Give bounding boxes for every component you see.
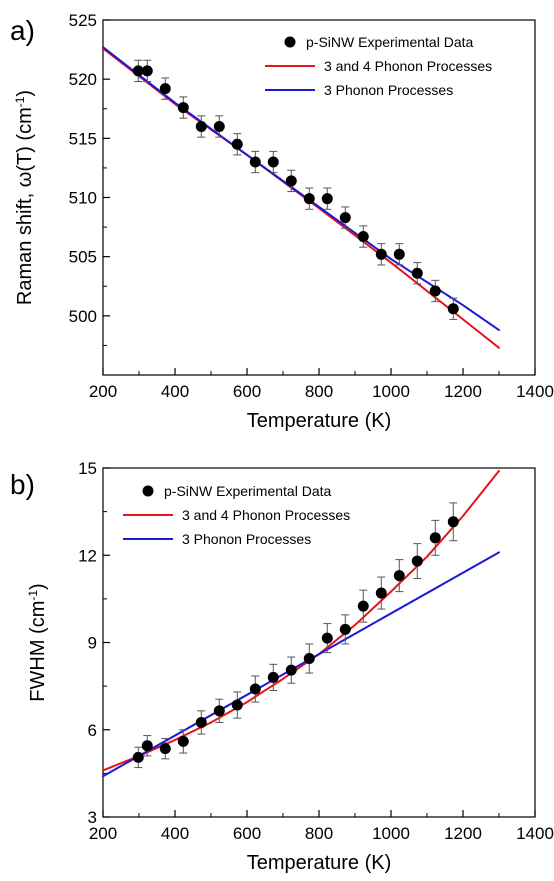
data-point — [159, 743, 171, 755]
panel-a-ticks: 200 400 600 800 1000 1200 1400 500 505 510 515 520 5… — [69, 11, 554, 401]
panel-a-y-axis-title-main: Raman shift, ω(T) (cm — [14, 107, 36, 305]
y-tick-label: 15 — [78, 459, 97, 478]
x-tick-label: 1400 — [516, 382, 554, 401]
data-point — [303, 652, 315, 664]
panel-b-y-axis-title-main: FWHM (cm — [27, 601, 49, 702]
panel-a-series — [102, 46, 500, 349]
data-point — [141, 65, 153, 77]
data-point — [357, 231, 369, 243]
data-point — [447, 516, 459, 528]
data-point — [231, 138, 243, 150]
x-tick-label: 1200 — [444, 382, 482, 401]
x-tick-label: 1400 — [516, 824, 554, 843]
panel-a-legend: p-SiNW Experimental Data 3 and 4 Phonon P… — [265, 34, 492, 98]
panel-b-legend: p-SiNW Experimental Data 3 and 4 Phonon P… — [123, 483, 350, 547]
panel-a-y-axis-title: Raman shift, ω(T) (cm-1) — [13, 90, 36, 305]
y-tick-label: 3 — [88, 808, 97, 827]
data-point — [132, 65, 144, 77]
x-tick-label: 200 — [89, 382, 117, 401]
data-point — [393, 570, 405, 582]
x-tick-label: 600 — [233, 824, 261, 843]
x-tick-label: 600 — [233, 382, 261, 401]
data-point — [231, 699, 243, 711]
x-tick-label: 400 — [161, 824, 189, 843]
x-tick-label: 800 — [305, 382, 333, 401]
x-tick-label: 400 — [161, 382, 189, 401]
data-point — [321, 193, 333, 205]
data-point — [303, 193, 315, 205]
panel-b-label: b) — [10, 469, 35, 500]
y-tick-label: 515 — [69, 129, 97, 148]
data-point — [195, 716, 207, 728]
data-point — [132, 751, 144, 763]
panel-b-ticks: 200 400 600 800 1000 1200 1400 3 6 9 12 15 — [78, 459, 554, 843]
data-point — [393, 248, 405, 260]
legend-label: 3 and 4 Phonon Processes — [182, 507, 350, 523]
panel-b-x-axis-title: Temperature (K) — [247, 852, 392, 874]
x-tick-label: 200 — [89, 824, 117, 843]
data-point — [357, 600, 369, 612]
data-point — [249, 156, 261, 168]
data-point — [429, 532, 441, 544]
series-line-3-and-4-phonon-processes — [102, 469, 500, 772]
data-point — [321, 632, 333, 644]
data-point — [411, 267, 423, 279]
data-point — [267, 671, 279, 683]
panel-b-y-axis-title-tail: ) — [27, 583, 49, 590]
y-tick-label: 12 — [78, 546, 97, 565]
data-point — [249, 683, 261, 695]
legend-label: p-SiNW Experimental Data — [164, 483, 331, 499]
data-point — [285, 664, 297, 676]
panel-b: b) 200 400 600 800 1000 1200 1400 3 6 9 12 15 p-SiN… — [10, 459, 554, 874]
legend-label: p-SiNW Experimental Data — [306, 34, 473, 50]
panel-a-y-axis-title-sup: -1 — [13, 96, 27, 107]
data-point — [213, 121, 225, 132]
legend-marker-points — [142, 485, 154, 497]
panel-b-series — [102, 469, 500, 778]
legend-label: 3 Phonon Processes — [182, 531, 311, 547]
y-tick-label: 525 — [69, 11, 97, 30]
data-point — [177, 735, 189, 747]
series-line-3-phonon-processes — [102, 551, 500, 778]
legend-label: 3 and 4 Phonon Processes — [324, 58, 492, 74]
data-point — [285, 175, 297, 187]
panel-b-y-axis-title-sup: -1 — [26, 590, 40, 601]
panel-a-y-axis-title-tail: ) — [14, 90, 36, 97]
data-point — [213, 705, 225, 717]
data-point — [375, 587, 387, 599]
y-tick-label: 505 — [69, 248, 97, 267]
data-point — [141, 740, 153, 752]
panel-a-x-axis-title: Temperature (K) — [247, 410, 392, 432]
panel-b-y-axis-title: FWHM (cm-1) — [26, 583, 49, 701]
data-point — [447, 303, 459, 315]
legend-label: 3 Phonon Processes — [324, 82, 453, 98]
data-point — [159, 83, 171, 95]
x-tick-label: 1000 — [372, 824, 410, 843]
series-line-3-phonon-processes — [102, 46, 500, 332]
data-point — [267, 156, 279, 168]
y-tick-label: 520 — [69, 70, 97, 89]
y-tick-label: 9 — [88, 634, 97, 653]
x-tick-label: 1000 — [372, 382, 410, 401]
y-tick-label: 500 — [69, 307, 97, 326]
data-point — [195, 121, 207, 132]
data-point — [339, 623, 351, 635]
data-point — [429, 285, 441, 297]
y-tick-label: 510 — [69, 189, 97, 208]
panel-a-label: a) — [10, 15, 35, 46]
data-point — [411, 555, 423, 567]
data-point — [375, 248, 387, 260]
x-tick-label: 800 — [305, 824, 333, 843]
y-tick-label: 6 — [88, 721, 97, 740]
panel-a: a) 200 400 600 800 1000 1200 1400 500 505 510 515 5… — [10, 11, 554, 432]
data-point — [177, 102, 189, 114]
legend-marker-points — [284, 36, 296, 48]
data-point — [339, 212, 351, 224]
x-tick-label: 1200 — [444, 824, 482, 843]
